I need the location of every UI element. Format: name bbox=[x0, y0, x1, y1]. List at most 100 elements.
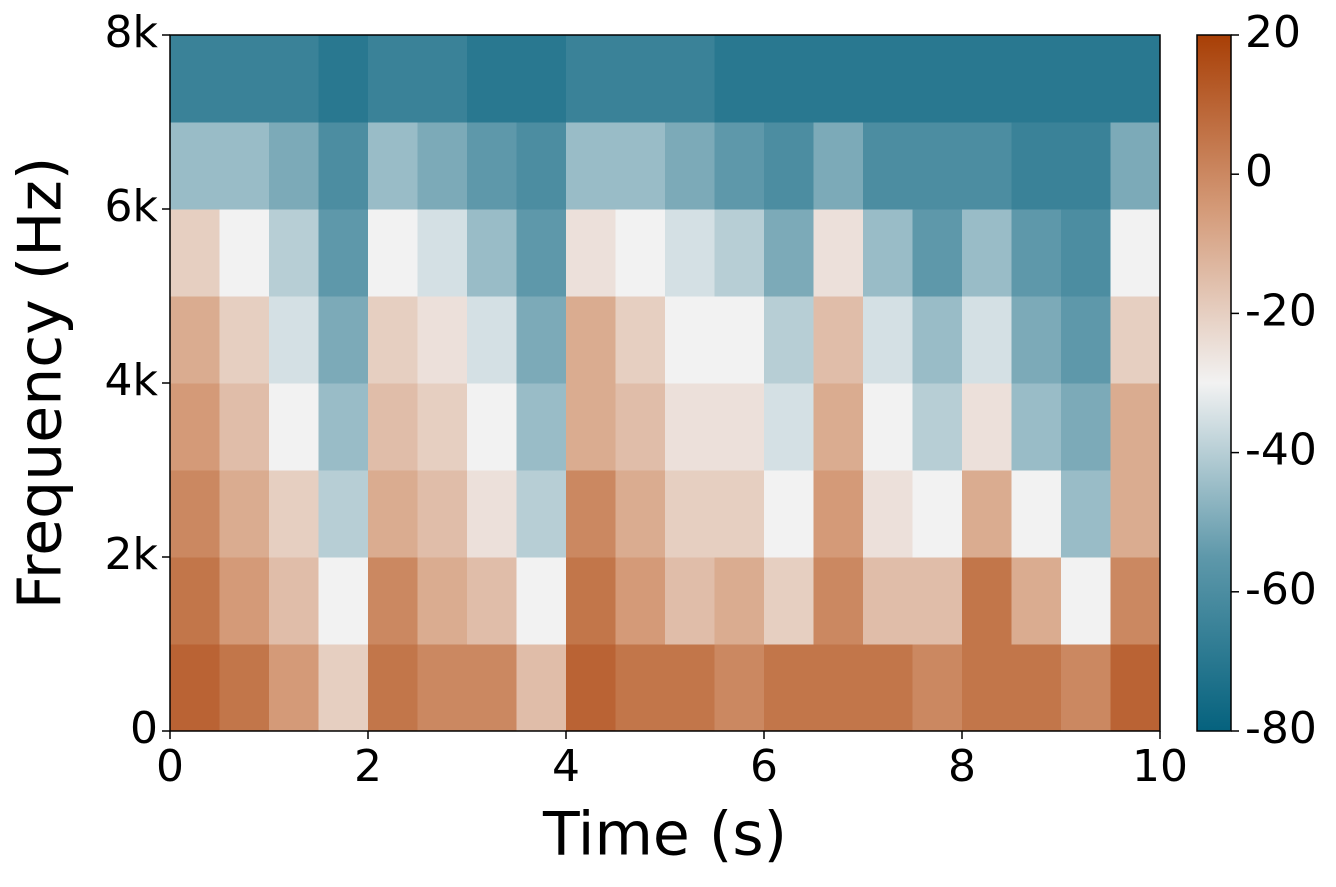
heatmap-cell bbox=[566, 122, 616, 210]
heatmap-cell bbox=[1011, 209, 1062, 297]
heatmap-cell bbox=[467, 209, 517, 297]
x-tick-label: 8 bbox=[948, 741, 976, 792]
heatmap-cell bbox=[170, 557, 220, 645]
heatmap-cell bbox=[516, 209, 567, 297]
heatmap-cell bbox=[813, 296, 864, 384]
colorbar-tick-label: -80 bbox=[1245, 703, 1317, 754]
heatmap-cell bbox=[566, 209, 616, 297]
heatmap-cell bbox=[1110, 557, 1161, 645]
heatmap-cell bbox=[665, 470, 715, 558]
heatmap-cell bbox=[219, 296, 270, 384]
heatmap-cell bbox=[615, 557, 666, 645]
heatmap-cell bbox=[912, 470, 963, 558]
heatmap-cell bbox=[170, 122, 220, 210]
heatmap-cell bbox=[615, 35, 666, 123]
heatmap-cell bbox=[1061, 122, 1111, 210]
heatmap-cell bbox=[269, 122, 319, 210]
heatmap-cell bbox=[467, 383, 517, 471]
heatmap-cell bbox=[467, 296, 517, 384]
heatmap-cell bbox=[615, 383, 666, 471]
heatmap-cell bbox=[318, 557, 369, 645]
heatmap-cell bbox=[219, 383, 270, 471]
heatmap-cell bbox=[665, 35, 715, 123]
heatmap-cell bbox=[863, 122, 913, 210]
heatmap-cell bbox=[467, 557, 517, 645]
heatmap-cell bbox=[665, 644, 715, 732]
heatmap-cell bbox=[1061, 383, 1111, 471]
heatmap-cell bbox=[1061, 470, 1111, 558]
heatmap-cell bbox=[912, 122, 963, 210]
heatmap-cell bbox=[912, 209, 963, 297]
heatmap-cell bbox=[714, 644, 765, 732]
heatmap-cell bbox=[516, 383, 567, 471]
heatmap-cell bbox=[863, 296, 913, 384]
heatmap-cell bbox=[714, 557, 765, 645]
heatmap bbox=[170, 35, 1161, 732]
heatmap-cell bbox=[318, 122, 369, 210]
heatmap-cell bbox=[318, 35, 369, 123]
heatmap-cell bbox=[269, 557, 319, 645]
heatmap-cell bbox=[665, 209, 715, 297]
heatmap-cell bbox=[170, 35, 220, 123]
heatmap-cell bbox=[1011, 470, 1062, 558]
heatmap-cell bbox=[417, 644, 468, 732]
heatmap-cell bbox=[714, 122, 765, 210]
heatmap-cell bbox=[516, 296, 567, 384]
x-tick-label: 6 bbox=[750, 741, 778, 792]
y-tick-label: 0 bbox=[130, 703, 158, 754]
heatmap-cell bbox=[516, 644, 567, 732]
heatmap-cell bbox=[1110, 35, 1161, 123]
heatmap-cell bbox=[962, 122, 1012, 210]
heatmap-cell bbox=[368, 383, 418, 471]
heatmap-cell bbox=[714, 470, 765, 558]
heatmap-cell bbox=[615, 644, 666, 732]
heatmap-cell bbox=[467, 35, 517, 123]
heatmap-cell bbox=[962, 35, 1012, 123]
heatmap-cell bbox=[516, 470, 567, 558]
heatmap-cell bbox=[1110, 122, 1161, 210]
heatmap-cell bbox=[170, 383, 220, 471]
heatmap-cell bbox=[219, 470, 270, 558]
heatmap-cell bbox=[714, 296, 765, 384]
heatmap-cell bbox=[368, 644, 418, 732]
heatmap-cell bbox=[863, 383, 913, 471]
heatmap-cell bbox=[912, 644, 963, 732]
heatmap-cell bbox=[368, 35, 418, 123]
colorbar-tick-label: -20 bbox=[1245, 285, 1317, 336]
heatmap-cell bbox=[219, 209, 270, 297]
heatmap-cell bbox=[813, 122, 864, 210]
x-tick-label: 10 bbox=[1132, 741, 1188, 792]
heatmap-cell bbox=[566, 35, 616, 123]
heatmap-cell bbox=[318, 296, 369, 384]
heatmap-cell bbox=[912, 383, 963, 471]
heatmap-cell bbox=[269, 644, 319, 732]
heatmap-cell bbox=[1061, 296, 1111, 384]
heatmap-cell bbox=[1110, 296, 1161, 384]
heatmap-cell bbox=[368, 296, 418, 384]
heatmap-cell bbox=[764, 644, 814, 732]
heatmap-cell bbox=[170, 644, 220, 732]
heatmap-cell bbox=[269, 383, 319, 471]
heatmap-cell bbox=[1110, 383, 1161, 471]
heatmap-cell bbox=[467, 122, 517, 210]
y-tick-label: 6k bbox=[105, 181, 159, 232]
heatmap-cell bbox=[615, 470, 666, 558]
colorbar-tick-label: -40 bbox=[1245, 425, 1317, 476]
heatmap-cell bbox=[516, 35, 567, 123]
heatmap-cell bbox=[219, 35, 270, 123]
y-axis-label: Frequency (Hz) bbox=[6, 157, 76, 609]
y-tick-label: 2k bbox=[105, 529, 159, 580]
heatmap-cell bbox=[170, 296, 220, 384]
heatmap-cell bbox=[764, 35, 814, 123]
heatmap-cell bbox=[764, 209, 814, 297]
x-tick-label: 0 bbox=[156, 741, 184, 792]
heatmap-cell bbox=[1061, 209, 1111, 297]
heatmap-cell bbox=[615, 296, 666, 384]
heatmap-cell bbox=[318, 470, 369, 558]
colorbar bbox=[1196, 34, 1232, 732]
heatmap-cell bbox=[962, 557, 1012, 645]
heatmap-cell bbox=[566, 470, 616, 558]
heatmap-cell bbox=[417, 557, 468, 645]
heatmap-cell bbox=[714, 35, 765, 123]
